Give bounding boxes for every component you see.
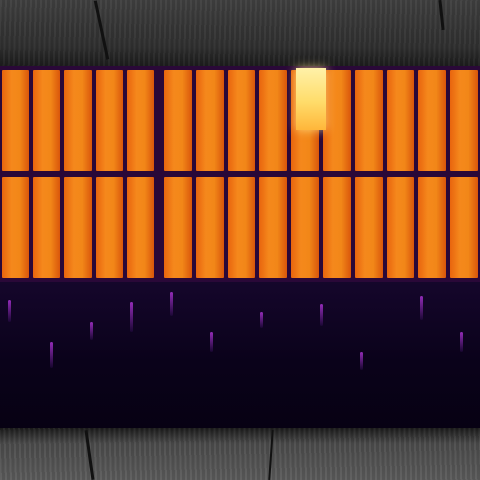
panel-cell: [195, 70, 224, 278]
ground-top: [0, 0, 480, 68]
panel-cell: [2, 70, 30, 278]
vegetation: [260, 312, 263, 328]
solar-panel-row: [0, 66, 480, 282]
vegetation: [360, 352, 363, 370]
panel-shadow: [0, 282, 480, 428]
vegetation: [90, 322, 93, 340]
ground-bottom: [0, 428, 480, 480]
panel-cell: [64, 70, 92, 278]
hotspot: [296, 68, 326, 130]
vegetation: [8, 300, 11, 322]
panel-cell: [227, 70, 256, 278]
vegetation: [420, 296, 423, 320]
panel-cell: [386, 70, 415, 278]
panel-cell: [164, 70, 192, 278]
panel-string-right: [162, 70, 480, 278]
vegetation: [50, 342, 53, 368]
panel-cell: [418, 70, 447, 278]
panel-cell: [126, 70, 155, 278]
vegetation: [130, 302, 133, 332]
vegetation: [320, 304, 323, 326]
vegetation: [210, 332, 213, 352]
panel-cell: [450, 70, 478, 278]
vegetation: [460, 332, 463, 352]
panel-cell: [95, 70, 123, 278]
panel-cell: [354, 70, 383, 278]
panel-string-left: [0, 70, 156, 278]
panel-cell: [259, 70, 288, 278]
panel-cell: [322, 70, 351, 278]
panel-cell: [33, 70, 61, 278]
vegetation: [170, 292, 173, 316]
